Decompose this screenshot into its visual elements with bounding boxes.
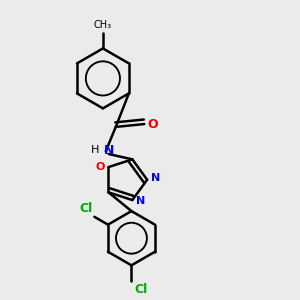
Text: N: N xyxy=(136,196,145,206)
Text: O: O xyxy=(96,162,105,172)
Text: Cl: Cl xyxy=(134,283,148,296)
Text: H: H xyxy=(91,145,100,155)
Text: CH₃: CH₃ xyxy=(94,20,112,31)
Text: Cl: Cl xyxy=(80,202,93,214)
Text: O: O xyxy=(148,118,158,130)
Text: N: N xyxy=(151,173,160,183)
Text: N: N xyxy=(104,144,115,157)
